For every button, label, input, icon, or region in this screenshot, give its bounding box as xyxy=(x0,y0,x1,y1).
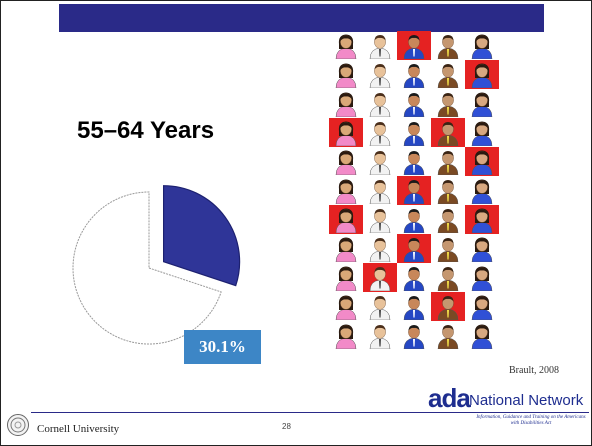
source-citation: Brault, 2008 xyxy=(509,365,559,376)
network-tagline: Information, Guidance and Training on th… xyxy=(476,415,586,426)
person-man-blue-icon xyxy=(397,205,431,234)
person-man-blue-icon xyxy=(397,234,431,263)
person-woman-blue-icon xyxy=(465,31,499,60)
person-woman-pink-icon xyxy=(329,60,363,89)
person-woman-blue-icon xyxy=(465,263,499,292)
person-woman-blue-icon xyxy=(465,292,499,321)
person-woman-blue-icon xyxy=(465,118,499,147)
person-man-blue-icon xyxy=(397,292,431,321)
person-man-brown-icon xyxy=(431,60,465,89)
person-man-blue-icon xyxy=(397,176,431,205)
person-man-white-icon xyxy=(363,234,397,263)
person-woman-pink-icon xyxy=(329,234,363,263)
person-man-blue-icon xyxy=(397,89,431,118)
slide-heading: 55–64 Years xyxy=(77,117,215,144)
person-man-blue-icon xyxy=(397,118,431,147)
network-label: National Network xyxy=(469,392,584,409)
person-woman-pink-icon xyxy=(329,321,363,350)
person-woman-pink-icon xyxy=(329,147,363,176)
person-man-white-icon xyxy=(363,321,397,350)
person-woman-pink-icon xyxy=(329,89,363,118)
person-woman-pink-icon xyxy=(329,292,363,321)
person-man-white-icon xyxy=(363,118,397,147)
person-man-white-icon xyxy=(363,205,397,234)
person-man-blue-icon xyxy=(397,263,431,292)
percentage-label: 30.1% xyxy=(184,330,261,364)
person-man-brown-icon xyxy=(431,205,465,234)
person-woman-blue-icon xyxy=(465,60,499,89)
person-woman-pink-icon xyxy=(329,31,363,60)
university-seal-icon xyxy=(7,414,29,436)
person-man-white-icon xyxy=(363,60,397,89)
person-woman-blue-icon xyxy=(465,147,499,176)
ada-logo: ada xyxy=(428,383,471,413)
person-man-white-icon xyxy=(363,31,397,60)
pie-chart xyxy=(72,185,241,345)
people-grid xyxy=(329,31,499,350)
person-woman-pink-icon xyxy=(329,205,363,234)
person-man-blue-icon xyxy=(397,31,431,60)
person-man-white-icon xyxy=(363,263,397,292)
person-woman-blue-icon xyxy=(465,176,499,205)
person-man-brown-icon xyxy=(431,31,465,60)
pie-slice-0 xyxy=(162,185,241,287)
person-man-brown-icon xyxy=(431,147,465,176)
person-woman-blue-icon xyxy=(465,321,499,350)
person-man-white-icon xyxy=(363,147,397,176)
person-man-brown-icon xyxy=(431,89,465,118)
person-woman-blue-icon xyxy=(465,89,499,118)
pie-slice-1 xyxy=(72,191,222,345)
person-woman-pink-icon xyxy=(329,118,363,147)
person-woman-blue-icon xyxy=(465,205,499,234)
person-man-brown-icon xyxy=(431,292,465,321)
person-man-white-icon xyxy=(363,89,397,118)
person-man-brown-icon xyxy=(431,118,465,147)
person-man-brown-icon xyxy=(431,176,465,205)
person-man-brown-icon xyxy=(431,263,465,292)
university-name: Cornell University xyxy=(37,423,120,435)
person-man-brown-icon xyxy=(431,234,465,263)
person-man-brown-icon xyxy=(431,321,465,350)
footer-divider-right xyxy=(421,412,589,413)
person-man-white-icon xyxy=(363,292,397,321)
person-man-blue-icon xyxy=(397,60,431,89)
page-number: 28 xyxy=(282,422,291,431)
person-man-white-icon xyxy=(363,176,397,205)
title-bar xyxy=(59,4,544,32)
person-woman-pink-icon xyxy=(329,176,363,205)
footer-divider xyxy=(31,412,423,413)
person-man-blue-icon xyxy=(397,321,431,350)
person-woman-blue-icon xyxy=(465,234,499,263)
person-man-blue-icon xyxy=(397,147,431,176)
person-woman-pink-icon xyxy=(329,263,363,292)
